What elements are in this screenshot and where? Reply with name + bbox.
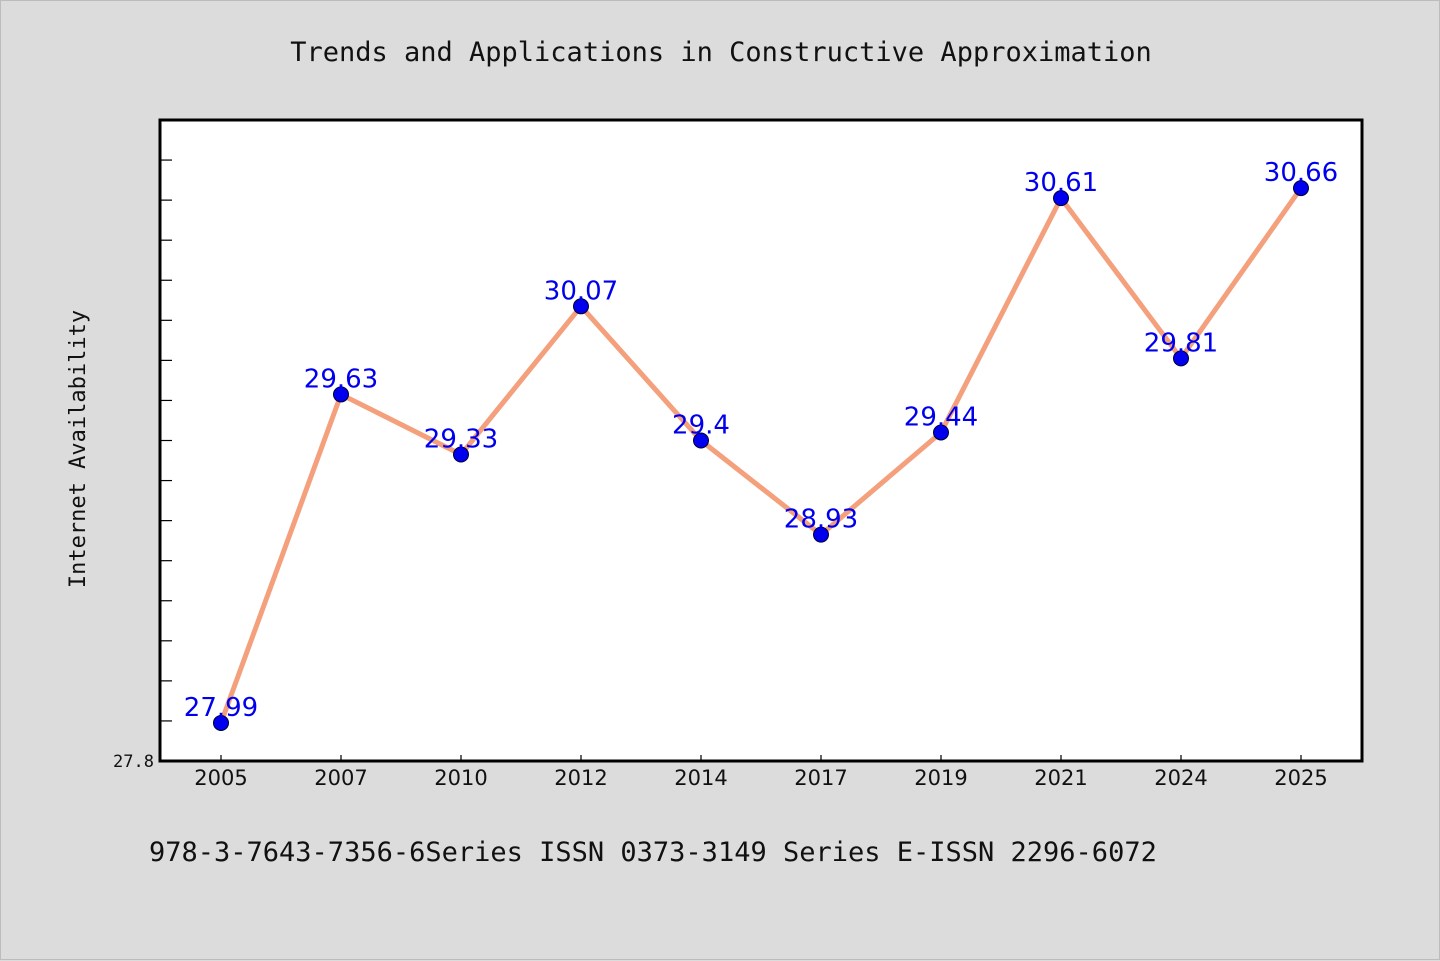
data-label: 28.93	[784, 505, 858, 535]
series-line	[218, 185, 1304, 726]
data-label: 30.66	[1264, 158, 1338, 188]
data-label: 27.99	[184, 693, 258, 723]
x-axis-labels: 2005 2007 2010 2012 2014 2017 2019 2021 2024 2025	[194, 755, 1328, 790]
data-label: 30.07	[544, 276, 618, 306]
x-tick-label: 2010	[434, 766, 487, 790]
data-point	[453, 446, 469, 463]
data-label: 29.33	[424, 425, 498, 455]
data-point	[1293, 180, 1309, 197]
y-axis-label: Internet Availability	[66, 310, 91, 588]
data-markers	[213, 180, 1309, 731]
data-point	[933, 424, 949, 441]
chart-title: Trends and Applications in Constructive …	[290, 37, 1152, 68]
x-tick-label: 2005	[194, 766, 247, 790]
x-tick-label: 2025	[1274, 766, 1327, 790]
x-tick-label: 2024	[1154, 766, 1207, 790]
footer-isbn-text: 978-3-7643-7356-6Series ISSN 0373-3149 S…	[149, 837, 1157, 868]
y-axis-ticks: 27.8	[113, 119, 172, 772]
x-tick-label: 2012	[554, 766, 607, 790]
data-point	[693, 432, 709, 449]
data-label: 30.61	[1024, 168, 1098, 198]
x-tick-label: 2019	[914, 766, 967, 790]
data-point	[1173, 350, 1189, 367]
y-tick-label: 27.8	[113, 752, 154, 772]
data-point	[333, 386, 349, 403]
data-point	[573, 298, 589, 315]
data-label: 29.44	[904, 402, 978, 432]
x-tick-label: 2007	[314, 766, 367, 790]
data-label: 29.63	[304, 364, 378, 394]
data-point	[813, 526, 829, 543]
x-tick-label: 2021	[1034, 766, 1087, 790]
data-label: 29.4	[672, 411, 730, 441]
plot-area	[158, 118, 1364, 763]
data-point	[213, 714, 229, 731]
data-labels: 27.99 29.63 29.33 30.07 29.4 28.93 29.44 30.61 2…	[184, 158, 1338, 723]
x-tick-label: 2014	[674, 766, 727, 790]
x-tick-label: 2017	[794, 766, 847, 790]
data-point	[1053, 190, 1069, 207]
data-label: 29.81	[1144, 328, 1218, 358]
